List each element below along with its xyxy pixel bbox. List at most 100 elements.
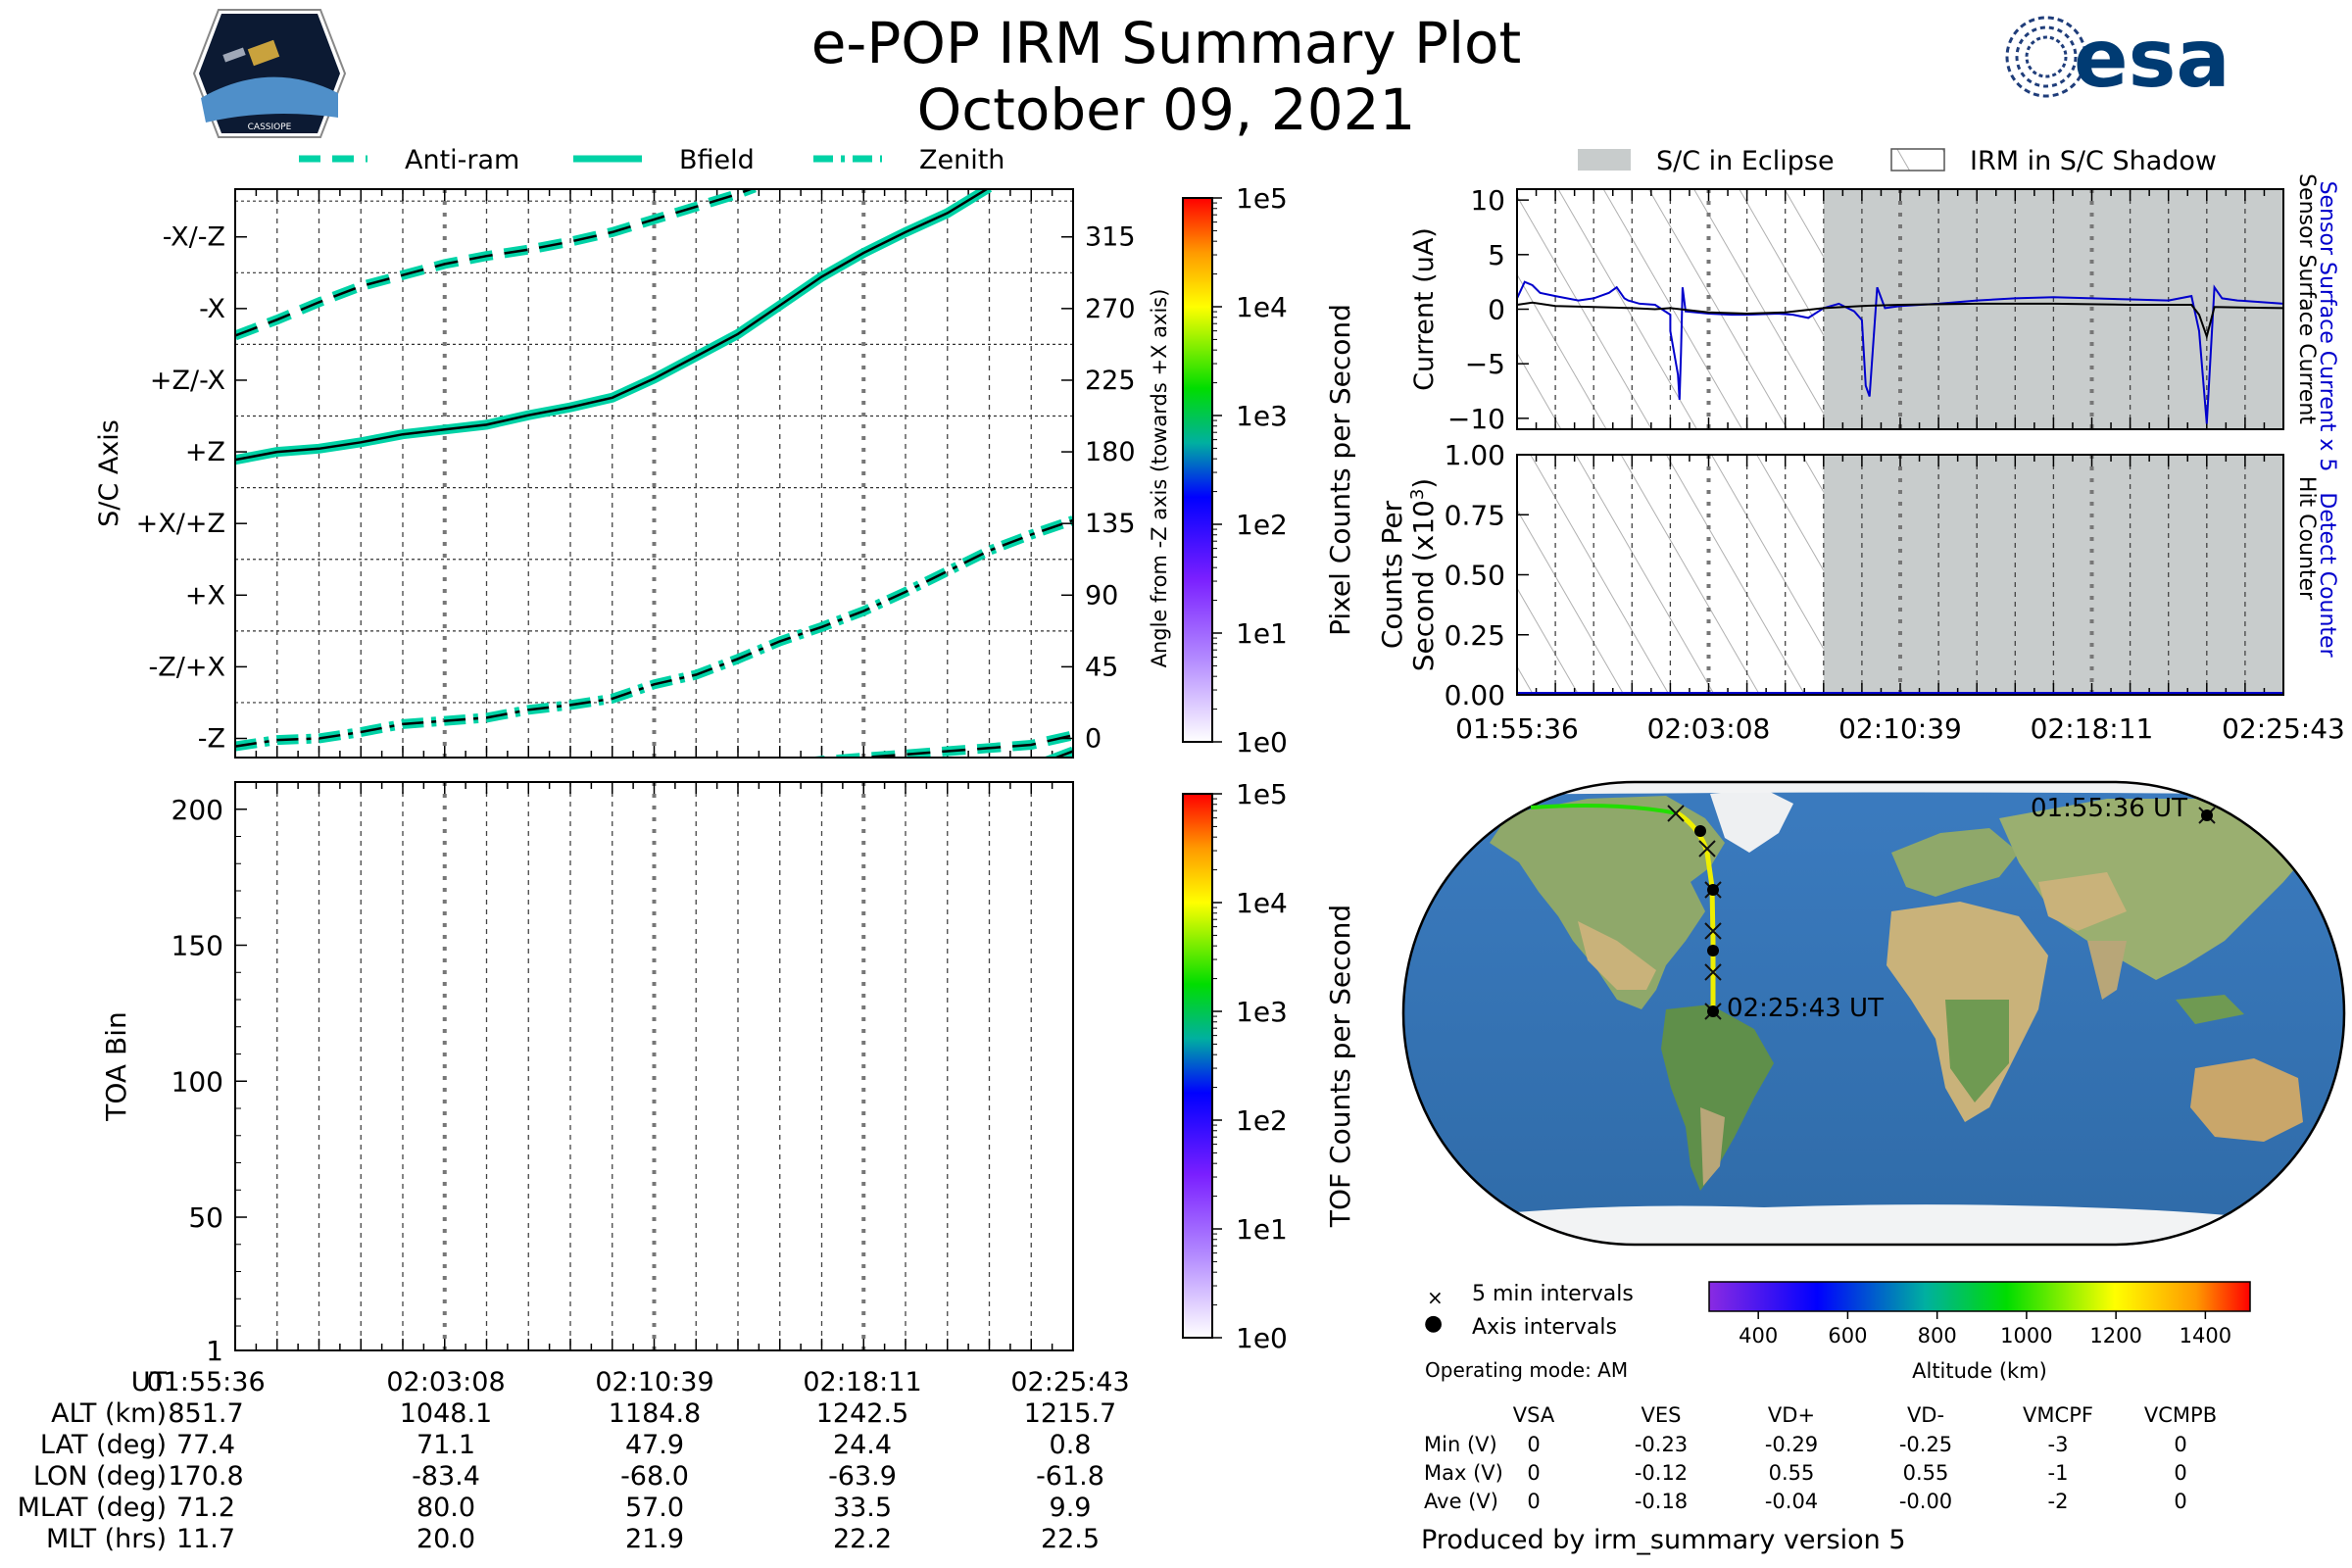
ephemeris-cell: 11.7 [175,1524,236,1554]
x-tick-label: 02:03:08 [1647,712,1771,745]
five-min-mark [1704,963,1722,981]
ephemeris-cell: 851.7 [168,1398,244,1429]
ephemeris-cell: 02:18:11 [803,1367,922,1397]
altitude-tick-label: 800 [1918,1324,1957,1348]
y-tick-label-right: 135 [1085,509,1136,539]
ephemeris-row-label: LON (deg) [32,1461,167,1492]
ephemeris-cell: 170.8 [168,1461,244,1492]
axis-interval-dot [1694,825,1706,837]
eclipse-swatch [1578,149,1631,171]
trace-core-zenith [235,518,1073,748]
pixel-colorbar-tick-label: 1e3 [1236,400,1288,432]
ephemeris-cell: 02:25:43 [1010,1367,1130,1397]
ephemeris-cell: 24.4 [832,1430,893,1460]
y-tick-label: 0.00 [1445,679,1505,711]
right-label-x5: Sensor Surface Current x 5 [2315,181,2339,472]
axis-interval-dot [1707,945,1719,956]
y-tick-label: 1.00 [1445,439,1505,471]
ephemeris-cell: -83.4 [412,1461,480,1492]
y-tick-label: −10 [1447,403,1505,435]
ephemeris-cell: 33.5 [832,1493,893,1523]
orbit-track [1530,804,2216,1020]
y-tick-label: 5 [1488,239,1505,271]
ephemeris-cell: 20.0 [416,1524,476,1554]
axis-interval-label: Axis intervals [1472,1315,1617,1340]
voltage-cell: -3 [2047,1433,2069,1456]
tof-colorbar: 1e0 1e1 1e2 1e3 1e4 1e5 TOF Counts per Second [1182,778,1356,1354]
ephemeris-cell: -61.8 [1036,1461,1104,1492]
line-style-legend: Anti-ram Bfield Zenith [299,145,1004,175]
ephemeris-cell: 1048.1 [399,1398,493,1429]
y-tick-label: -Z [198,724,225,755]
y-tick-label: -X [199,294,225,324]
australia [2190,1058,2303,1142]
asia [1999,799,2313,980]
y-tick-label: 50 [188,1201,223,1234]
y-tick-label: 0.25 [1445,619,1505,652]
voltage-header: VSA [1512,1403,1555,1427]
y-tick-label: +X/+Z [136,509,225,539]
y-tick-label: 0.50 [1445,560,1505,592]
south-america [1661,1004,1774,1191]
tof-colorbar-tick-label: 1e1 [1236,1213,1288,1246]
voltage-row-label: Ave (V) [1424,1490,1498,1513]
tof-colorbar-tick-label: 1e3 [1236,996,1288,1028]
ephemeris-cell: 21.9 [624,1524,685,1554]
world-map [1401,780,2346,1247]
ephemeris-cell: 47.9 [624,1430,685,1460]
right-label-detect: Detect Counter [2315,492,2339,658]
ephemeris-cell: 01:55:36 [146,1367,266,1397]
y-tick-label-right: 90 [1085,580,1118,611]
voltage-cell: 0 [1527,1461,1541,1485]
greenland [1710,789,1793,853]
ephemeris-row-label: ALT (km) [51,1398,167,1429]
y-axis-label-line2: Second (x103) [1407,478,1440,671]
y-tick-label: 1 [206,1335,223,1367]
y-tick-label-right: 45 [1085,652,1118,682]
sc-axis-panel: -Z 0 -Z/+X 45 +X 90 +X/+Z 135 +Z 180 +Z/-X 225 -X 270… [94,188,1171,759]
voltage-cell: 0 [1527,1490,1541,1513]
voltage-row-label: Min (V) [1424,1433,1497,1456]
y-tick-label: 200 [172,794,223,826]
altitude-colorbar: 400 600 800 1000 1200 1400 Altitude (km) [1708,1281,2251,1383]
y-axis-label: S/C Axis [94,419,124,527]
ephemeris-cell: 1242.5 [815,1398,909,1429]
voltage-header: VD- [1906,1403,1945,1427]
y-tick-label: −5 [1465,348,1505,380]
page-title: e-POP IRM Summary Plot [810,10,1522,76]
north-america [1490,796,1725,1009]
altitude-tick-label: 400 [1739,1324,1778,1348]
y-tick-label: 0.75 [1445,499,1505,531]
pixel-colorbar-tick-label: 1e4 [1236,291,1288,323]
y-tick-label-right: 270 [1085,294,1136,324]
legend-label-solid: Bfield [679,145,755,175]
five-min-label: 5 min intervals [1472,1282,1634,1306]
y-tick-label: -X/-Z [163,222,225,253]
axis-interval-dot [1707,1005,1719,1017]
esa-logo: esa [2005,13,2230,106]
operating-mode: Operating mode: AM [1425,1358,1629,1382]
orbit-start-label: 01:55:36 UT [2031,794,2187,823]
five-min-mark [1698,840,1716,858]
trace-core-bfield [235,189,990,462]
voltage-cell: 0.55 [1768,1461,1815,1485]
ephemeris-cell: 22.2 [832,1524,893,1554]
ephemeris-cell: 71.1 [416,1430,476,1460]
altitude-tick-label: 1000 [2000,1324,2052,1348]
trace-core-anti-ram [235,189,755,337]
panel-frame [234,781,1074,1351]
pixel-colorbar-tick-label: 1e0 [1236,726,1288,759]
voltage-header: VD+ [1767,1403,1816,1427]
voltage-cell: -0.12 [1634,1461,1689,1485]
esa-logo-text: esa [2074,13,2230,106]
ephemeris-cell: -68.0 [620,1461,689,1492]
voltage-cell: 0 [2174,1461,2187,1485]
y-tick-label: +X [185,580,225,611]
orbit-segment-green [1530,804,1679,815]
ephemeris-cell: 02:03:08 [386,1367,506,1397]
y-tick-label: 0 [1488,294,1505,326]
voltage-row-label: Max (V) [1424,1461,1503,1485]
